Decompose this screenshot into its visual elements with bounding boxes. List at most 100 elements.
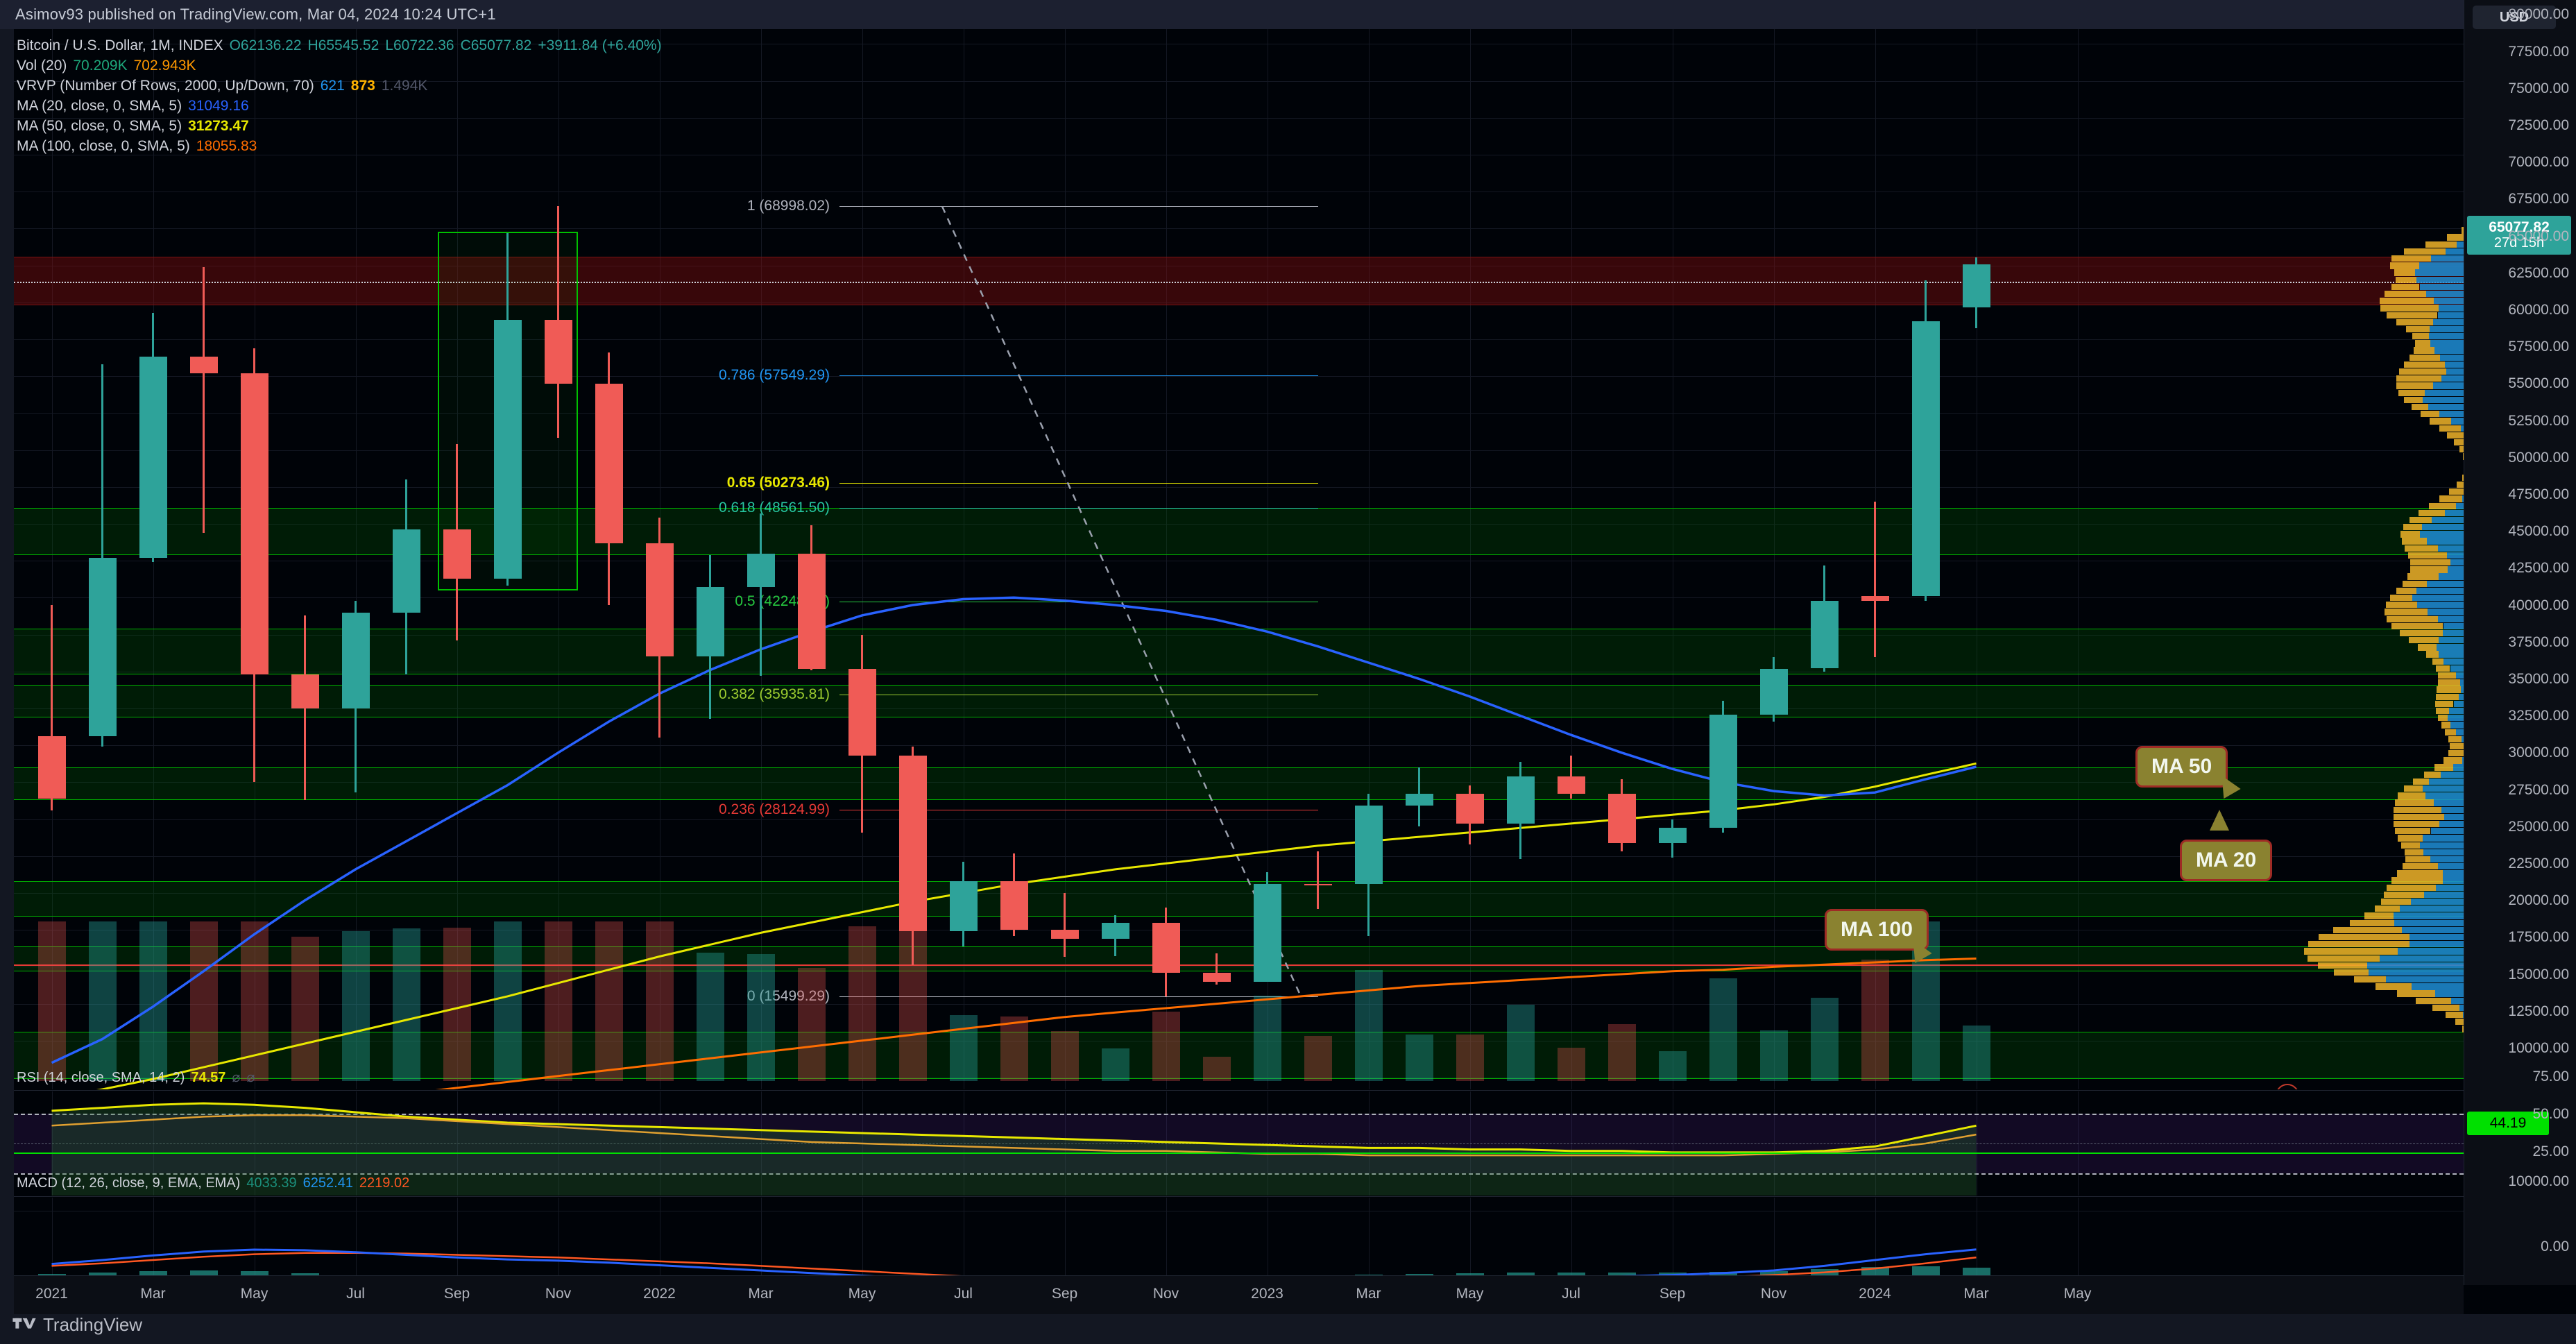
support-zone[interactable] [14, 946, 2477, 971]
ohlc-open: O62136.22 [229, 37, 302, 53]
candle-body[interactable] [1354, 806, 1383, 885]
ohlc-close: C65077.82 [460, 37, 532, 53]
candle-body[interactable] [240, 373, 268, 674]
candle-body[interactable] [37, 736, 66, 799]
legend-row-volume[interactable]: Vol (20) 70.209K 702.943K [17, 56, 662, 76]
candle-body[interactable] [1050, 930, 1079, 939]
price-gridline [14, 819, 2477, 820]
candle-body[interactable] [1607, 794, 1636, 843]
volume-profile-bar-down [2430, 255, 2477, 262]
candle-body[interactable] [1405, 794, 1433, 806]
price-gridline [14, 856, 2477, 857]
support-zone[interactable] [14, 629, 2477, 674]
support-zone[interactable] [14, 881, 2477, 917]
candle-body[interactable] [1810, 600, 1839, 669]
volume-profile-bar-up [2416, 997, 2452, 1004]
rsi-threshold-line [14, 1173, 2477, 1175]
ohlc-high: H65545.52 [307, 37, 379, 53]
volume-bar [1152, 1012, 1180, 1081]
time-axis-tick: May [240, 1286, 268, 1302]
candle-body[interactable] [1861, 596, 1889, 601]
candle-body[interactable] [645, 543, 674, 657]
time-gridline [1368, 29, 1370, 1089]
fib-level-line[interactable] [839, 508, 1318, 509]
volume-profile-bar-up [2397, 870, 2443, 877]
rsi-pane[interactable] [14, 1091, 2477, 1196]
candle-body[interactable] [189, 357, 218, 373]
volume-profile-bar-up [2412, 778, 2429, 785]
price-pane[interactable]: 1 (68998.02) 0.786 (57549.29) 0.65 (50273.… [14, 29, 2477, 1089]
candle-body[interactable] [1253, 884, 1281, 982]
legend-row-ma20[interactable]: MA (20, close, 0, SMA, 5) 31049.16 [17, 96, 662, 116]
support-zone[interactable] [14, 767, 2477, 800]
candle-body[interactable] [1557, 776, 1585, 794]
candle-wick [51, 605, 53, 810]
candle-body[interactable] [392, 529, 420, 613]
volume-profile-bar-up [2420, 411, 2439, 418]
bar-countdown: 27d 15h [2493, 235, 2545, 251]
candle-body[interactable] [1202, 972, 1231, 982]
candle-body[interactable] [1456, 794, 1484, 824]
candle-body[interactable] [949, 881, 978, 932]
volume-profile-bar-down [2434, 347, 2477, 354]
candle-body[interactable] [139, 357, 167, 558]
legend-row-symbol[interactable]: Bitcoin / U.S. Dollar, 1M, INDEX O62136.… [17, 36, 662, 56]
volume-profile-bar-up [2387, 615, 2438, 622]
volume-profile-bar-up [2425, 651, 2439, 658]
candle-body[interactable] [1962, 264, 1990, 308]
pane-divider-rsi [14, 1090, 2576, 1091]
volume-profile-bar-down [2419, 283, 2477, 291]
support-zone[interactable] [14, 1032, 2477, 1080]
volume-bar [797, 967, 826, 1081]
resistance-zone[interactable] [14, 256, 2477, 305]
time-axis[interactable]: 2021 Mar May Jul Sep Nov 2022 Mar May Jul Sep Nov 20… [14, 1275, 2464, 1314]
currency-badge[interactable]: USD [2473, 6, 2556, 29]
candle-body[interactable] [1911, 321, 1940, 597]
price-axis-tick: 42500.00 [2508, 560, 2569, 577]
ma100-value: 18055.83 [196, 137, 257, 154]
volume-profile-bar-down [2441, 771, 2477, 778]
candle-body[interactable] [696, 587, 724, 657]
candle-body[interactable] [1759, 668, 1788, 715]
candle-body[interactable] [443, 529, 471, 579]
candle-body[interactable] [747, 553, 775, 588]
chart-frame[interactable]: 1 (68998.02) 0.786 (57549.29) 0.65 (50273.… [14, 29, 2576, 1314]
candle-body[interactable] [1152, 922, 1180, 973]
current-price-badge: 65077.82 27d 15h [2467, 215, 2571, 255]
volume-profile-bar-down [2434, 298, 2477, 305]
callout-ma100[interactable]: MA 100 [1825, 909, 1932, 963]
callout-ma20[interactable]: MA 20 [2180, 810, 2273, 881]
candle-body[interactable] [493, 320, 522, 579]
macd-legend[interactable]: MACD (12, 26, close, 9, EMA, EMA) 4033.3… [17, 1175, 409, 1192]
price-axis[interactable]: USD 65077.82 27d 15h 44.19 80000.00 77500… [2464, 0, 2576, 1285]
vrvp-value-2: 873 [350, 77, 375, 94]
volume-bar [1506, 1005, 1535, 1081]
legend-row-vrvp[interactable]: VRVP (Number Of Rows, 2000, Up/Down, 70)… [17, 76, 662, 96]
candle-body[interactable] [291, 674, 319, 708]
red-support-line[interactable] [14, 964, 2477, 967]
candle-body[interactable] [1000, 881, 1028, 930]
candle-body[interactable] [544, 320, 572, 384]
candle-body[interactable] [898, 756, 927, 932]
volume-bar [1962, 1025, 1990, 1081]
candle-body[interactable] [1709, 714, 1737, 828]
legend-row-ma50[interactable]: MA (50, close, 0, SMA, 5) 31273.47 [17, 117, 662, 136]
candle-body[interactable] [1506, 776, 1535, 824]
candle-body[interactable] [1304, 884, 1332, 886]
volume-profile-bar-up [2430, 418, 2452, 425]
callout-ma50[interactable]: MA 50 [2135, 746, 2241, 799]
volume-profile-bar-up [2398, 389, 2425, 396]
candle-body[interactable] [848, 668, 876, 756]
candle-body[interactable] [1658, 828, 1687, 843]
candle-body[interactable] [595, 383, 623, 543]
fib-level-line[interactable] [839, 375, 1318, 377]
candle-body[interactable] [797, 553, 826, 669]
candle-body[interactable] [1101, 922, 1129, 939]
legend-row-ma100[interactable]: MA (100, close, 0, SMA, 5) 18055.83 [17, 137, 662, 156]
volume-profile-bar-down [2398, 948, 2477, 955]
candle-body[interactable] [341, 612, 370, 708]
fib-level-line[interactable] [839, 482, 1318, 484]
fib-level-line[interactable] [839, 206, 1318, 207]
rsi-legend[interactable]: RSI (14, close, SMA, 14, 2) 74.57 ⌀ ⌀ [17, 1069, 255, 1087]
candle-body[interactable] [88, 557, 117, 737]
